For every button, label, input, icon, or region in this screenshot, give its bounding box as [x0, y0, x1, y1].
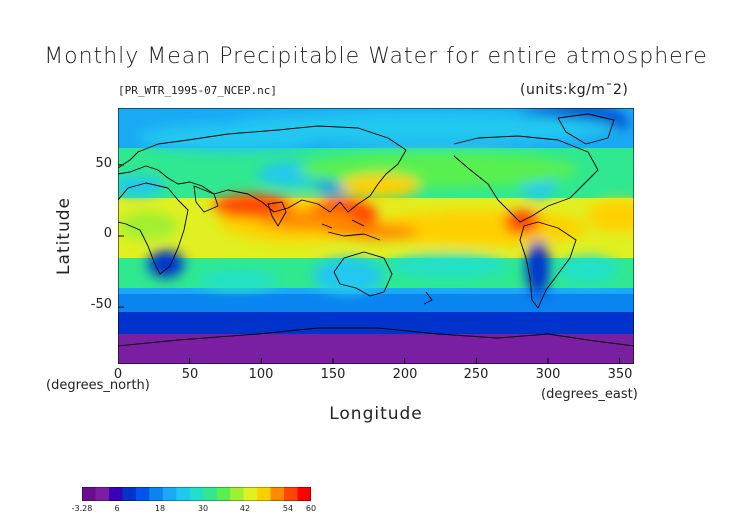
colorbar-tick-label: 54	[282, 504, 294, 513]
x-tick-label-100: 100	[248, 367, 274, 382]
band-subantarctic	[118, 312, 634, 336]
x-tick-label-0: 0	[113, 367, 123, 382]
colorbar-swatch	[284, 487, 299, 501]
units-label: (units:kg/m¯2)	[520, 82, 629, 98]
asian-monsoon-max	[213, 194, 293, 218]
y-axis-label: Latitude	[54, 197, 74, 275]
colorbar-swatch	[216, 487, 231, 501]
x-tick-label-150: 150	[320, 367, 346, 382]
australia-outline	[333, 251, 393, 297]
indonesia-outline	[321, 219, 381, 241]
y-tick-marks	[118, 164, 124, 308]
colorbar-swatch	[189, 487, 204, 501]
coastlines	[118, 113, 634, 347]
australia-dry	[313, 258, 383, 294]
greenland-outline	[557, 113, 615, 145]
colorbar-swatch	[108, 487, 123, 501]
africa-outline	[118, 182, 189, 275]
y-axis-unit: (degrees_north)	[46, 378, 150, 393]
new-zealand-outline	[423, 291, 433, 305]
y-tick-label-50: 50	[95, 156, 112, 171]
north-america-outline	[453, 135, 599, 223]
southern-africa-dry	[148, 250, 184, 278]
colorbar-tick-label: 6	[114, 504, 120, 513]
colorbar-swatch	[257, 487, 272, 501]
colorbar-swatch	[230, 487, 245, 501]
y-tick-label-0: 0	[103, 226, 112, 241]
colorbar-swatch	[135, 487, 150, 501]
colorbar-swatch	[270, 487, 285, 501]
file-label: [PR_WTR_1995-07_NCEP.nc]	[118, 84, 277, 97]
colorbar-tick-label: -3.28	[71, 504, 93, 513]
precipitable-water-map	[118, 108, 634, 364]
colorbar-tick-label: 60	[305, 504, 317, 513]
antarctica-outline	[118, 327, 634, 347]
y-tick-label-minus-50: -50	[90, 297, 112, 312]
arabia-outline	[193, 185, 219, 213]
colorbar-swatch	[162, 487, 177, 501]
colorbar-swatch	[203, 487, 218, 501]
chart-title: Monthly Mean Precipitable Water for enti…	[44, 44, 708, 69]
colorbar-swatch	[82, 487, 96, 501]
colorbar-swatch	[149, 487, 164, 501]
x-tick-label-200: 200	[392, 367, 418, 382]
colorbar-tick-label: 30	[197, 504, 209, 513]
india-outline	[267, 201, 287, 227]
colorbar-tick-label: 18	[154, 504, 166, 513]
colorbar-swatch	[176, 487, 191, 501]
colorbar-swatch	[122, 487, 137, 501]
colorbar-swatch	[297, 487, 311, 501]
x-axis-label: Longitude	[329, 404, 423, 424]
colorbar-tick-label: 42	[239, 504, 251, 513]
x-axis-unit: (degrees_east)	[541, 387, 638, 402]
x-tick-label-300: 300	[535, 367, 561, 382]
x-tick-label-350: 350	[607, 367, 633, 382]
europe-asia-outline	[118, 125, 407, 213]
x-tick-label-50: 50	[181, 367, 199, 382]
colorbar	[82, 487, 311, 501]
colorbar-swatch	[95, 487, 110, 501]
x-tick-label-250: 250	[463, 367, 489, 382]
south-america-outline	[519, 221, 577, 309]
andes-dry	[526, 240, 550, 296]
x-tick-marks	[118, 358, 621, 364]
colorbar-swatch	[243, 487, 258, 501]
central-america-max	[504, 210, 540, 234]
